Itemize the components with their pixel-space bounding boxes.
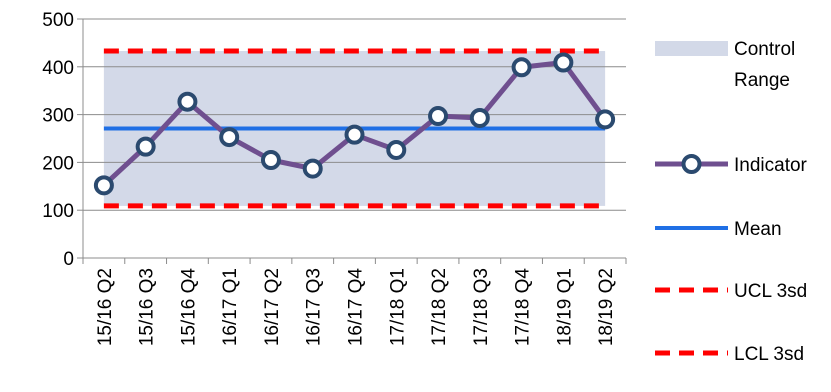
y-tick-label: 100 — [42, 201, 74, 222]
x-tick-label: 17/18 Q2 — [429, 268, 450, 346]
x-tick-label: 16/17 Q4 — [346, 268, 367, 347]
data-point-indicator — [177, 91, 198, 112]
data-point-indicator — [428, 106, 449, 127]
legend-swatch-control-range — [655, 41, 728, 56]
data-point-indicator — [219, 127, 240, 148]
legend-marker-indicator — [681, 154, 702, 174]
data-point-indicator — [595, 109, 616, 130]
x-tick-label: 16/17 Q1 — [220, 268, 241, 346]
data-point-indicator — [553, 52, 574, 73]
x-tick-label: 17/18 Q4 — [513, 268, 534, 347]
x-tick-label: 15/16 Q4 — [178, 268, 199, 347]
x-tick-label: 18/19 Q1 — [554, 268, 575, 346]
legend-label-control-range: Range — [734, 70, 790, 91]
y-tick-label: 300 — [42, 106, 74, 127]
legend-label-control-range: Control — [734, 39, 795, 60]
data-point-indicator — [135, 136, 156, 157]
legend-label-mean: Mean — [734, 219, 782, 240]
y-tick-label: 0 — [63, 249, 74, 270]
legend-label-indicator: Indicator — [734, 155, 808, 176]
x-tick-label: 16/17 Q2 — [262, 268, 283, 346]
y-tick-label: 500 — [42, 10, 74, 31]
data-point-indicator — [344, 124, 365, 145]
x-tick-label: 16/17 Q3 — [304, 268, 325, 346]
data-point-indicator — [386, 139, 407, 160]
data-point-indicator — [469, 107, 490, 128]
data-point-indicator — [302, 158, 323, 179]
data-point-indicator — [93, 175, 114, 196]
data-point-indicator — [260, 150, 281, 171]
x-tick-label: 17/18 Q1 — [387, 268, 408, 346]
y-tick-label: 400 — [42, 58, 74, 79]
y-tick-label: 200 — [42, 153, 74, 174]
legend-label-lcl-3sd: LCL 3sd — [734, 344, 804, 365]
x-tick-label: 15/16 Q2 — [95, 268, 116, 346]
data-point-indicator — [511, 57, 532, 78]
legend-label-ucl-3sd: UCL 3sd — [734, 281, 807, 302]
x-tick-label: 15/16 Q3 — [137, 268, 158, 346]
x-tick-label: 18/19 Q2 — [596, 268, 617, 346]
x-tick-label: 17/18 Q3 — [471, 268, 492, 346]
